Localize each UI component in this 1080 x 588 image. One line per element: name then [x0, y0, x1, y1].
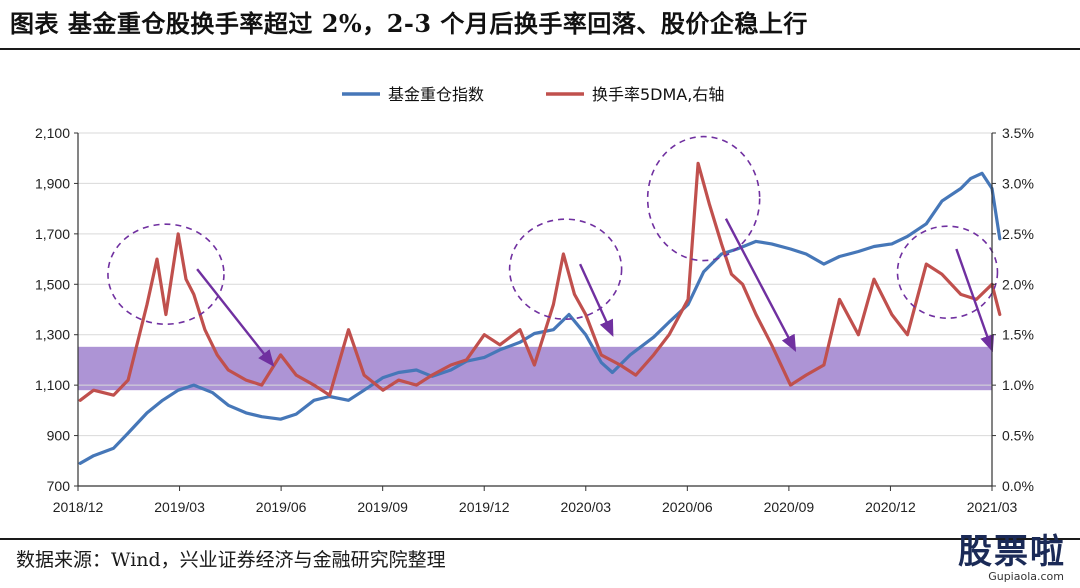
y-left-tick-label: 700 [47, 478, 71, 494]
watermark-logo-text: 股票啦 [958, 532, 1066, 572]
x-tick-label: 2020/09 [764, 499, 815, 515]
chart-legend: 基金重仓指数 换手率5DMA,右轴 [342, 85, 724, 104]
legend-label: 换手率5DMA,右轴 [592, 85, 724, 104]
x-tick-label: 2019/12 [459, 499, 510, 515]
band-layer [78, 346, 992, 391]
y-right-tick-label: 2.0% [1002, 276, 1034, 292]
title-rule [0, 48, 1080, 50]
y-left-tick-label: 1,900 [35, 175, 70, 191]
watermark-logo: 股票啦 Gupiaola.com [950, 532, 1070, 584]
y-left-tick-label: 1,500 [35, 276, 70, 292]
y-left-tick-label: 1,300 [35, 327, 70, 343]
x-tick-label: 2020/12 [865, 499, 916, 515]
y-right-tick-label: 1.0% [1002, 377, 1034, 393]
annotation-dashed-circle [646, 135, 761, 262]
turnover-chart: 700 900 1,100 1,300 1,500 1,700 1,900 2,100 0.0%… [35, 85, 1034, 515]
x-tick-label: 2019/03 [154, 499, 205, 515]
x-tick-label: 2019/06 [256, 499, 307, 515]
axis-layer: 700 900 1,100 1,300 1,500 1,700 1,900 2,100 0.0%… [35, 125, 1034, 515]
turnover-band [78, 346, 992, 391]
annotation-arrow [955, 248, 994, 353]
y-left-tick-label: 1,100 [35, 377, 70, 393]
x-tick-label: 2020/03 [560, 499, 611, 515]
turnover-series-line [78, 161, 1002, 402]
y-right-tick-label: 3.0% [1002, 175, 1034, 191]
series-layer [78, 161, 1002, 465]
annotation-dashed-circle [107, 223, 225, 325]
annotation-arrow [196, 268, 275, 367]
legend-label: 基金重仓指数 [388, 85, 484, 104]
x-tick-label: 2021/03 [967, 499, 1018, 515]
watermark-url: Gupiaola.com [988, 570, 1064, 583]
y-left-tick-label: 1,700 [35, 226, 70, 242]
index-series-line [78, 171, 1002, 465]
x-tick-label: 2020/06 [662, 499, 713, 515]
page-title: 图表 基金重仓股换手率超过 2%，2-3 个月后换手率回落、股价企稳上行 [10, 9, 808, 38]
annotation-dashed-circle [896, 225, 999, 319]
y-right-tick-label: 0.0% [1002, 478, 1034, 494]
x-tick-label: 2019/09 [357, 499, 408, 515]
annotation-layer [107, 135, 999, 367]
source-rule [0, 538, 1080, 540]
y-right-tick-label: 1.5% [1002, 327, 1034, 343]
x-tick-label: 2018/12 [53, 499, 104, 515]
y-left-tick-label: 2,100 [35, 125, 70, 141]
y-right-tick-label: 0.5% [1002, 428, 1034, 444]
y-left-tick-label: 900 [47, 428, 71, 444]
grid-layer [78, 132, 992, 487]
annotation-arrow [578, 263, 614, 337]
y-right-tick-label: 3.5% [1002, 125, 1034, 141]
y-right-tick-label: 2.5% [1002, 226, 1034, 242]
annotation-arrow [724, 218, 797, 352]
data-source: 数据来源：Wind，兴业证券经济与金融研究院整理 [16, 549, 446, 571]
annotation-dashed-circle [508, 218, 623, 320]
